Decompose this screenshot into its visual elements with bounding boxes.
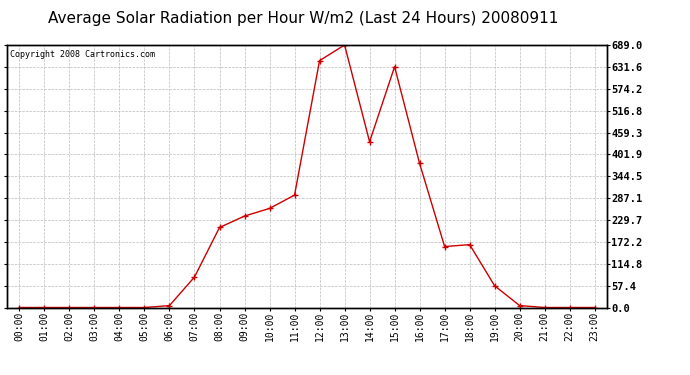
Text: Average Solar Radiation per Hour W/m2 (Last 24 Hours) 20080911: Average Solar Radiation per Hour W/m2 (L… <box>48 11 559 26</box>
Text: Copyright 2008 Cartronics.com: Copyright 2008 Cartronics.com <box>10 50 155 59</box>
